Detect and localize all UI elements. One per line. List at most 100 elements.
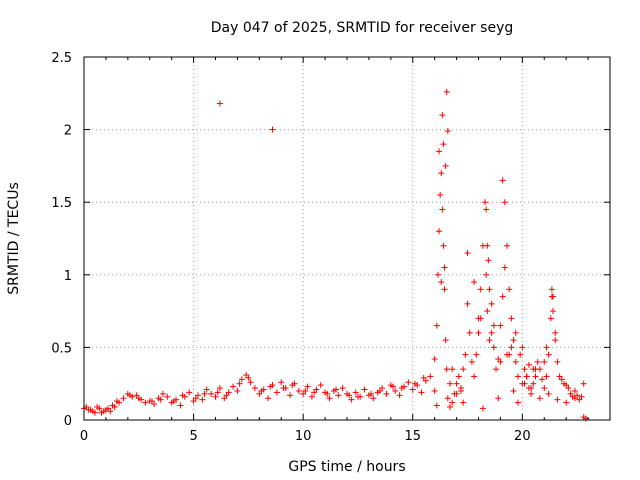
data-point bbox=[273, 389, 280, 396]
data-point bbox=[552, 337, 559, 344]
data-point bbox=[109, 402, 116, 409]
data-point bbox=[501, 264, 508, 271]
data-point bbox=[258, 387, 265, 394]
data-point bbox=[289, 382, 296, 389]
data-point bbox=[105, 405, 112, 412]
data-point bbox=[216, 100, 223, 107]
data-point bbox=[528, 385, 535, 392]
x-tick-label: 10 bbox=[295, 429, 312, 444]
data-point bbox=[466, 329, 473, 336]
data-point bbox=[548, 286, 555, 293]
data-point bbox=[434, 271, 441, 278]
data-point bbox=[392, 387, 399, 394]
y-tick-label: 1.5 bbox=[51, 196, 72, 211]
data-point bbox=[440, 242, 447, 249]
data-point bbox=[280, 385, 287, 392]
chart-title: Day 047 of 2025, SRMTID for receiver sey… bbox=[211, 20, 514, 36]
data-point bbox=[339, 385, 346, 392]
data-point bbox=[486, 337, 493, 344]
data-point bbox=[265, 395, 272, 402]
data-point bbox=[486, 286, 493, 293]
data-point bbox=[179, 392, 186, 399]
data-point bbox=[574, 392, 581, 399]
data-point bbox=[495, 395, 502, 402]
data-point bbox=[214, 389, 221, 396]
data-point bbox=[514, 399, 521, 406]
data-point bbox=[483, 206, 490, 213]
data-point bbox=[444, 395, 451, 402]
data-point bbox=[157, 396, 164, 403]
y-tick-label: 1 bbox=[64, 269, 72, 284]
data-point bbox=[437, 191, 444, 198]
data-point bbox=[532, 366, 539, 373]
data-point bbox=[370, 395, 377, 402]
data-point bbox=[420, 374, 427, 381]
y-axis-title: SRMTID / TECUs bbox=[6, 182, 22, 295]
data-point bbox=[547, 315, 554, 322]
data-point bbox=[308, 393, 315, 400]
data-point bbox=[477, 315, 484, 322]
data-point bbox=[475, 329, 482, 336]
data-point bbox=[91, 409, 98, 416]
data-point bbox=[460, 399, 467, 406]
data-point bbox=[447, 380, 454, 387]
data-point bbox=[433, 402, 440, 409]
data-point bbox=[411, 380, 418, 387]
data-point bbox=[525, 361, 532, 368]
data-point bbox=[521, 380, 528, 387]
data-point bbox=[236, 380, 243, 387]
data-point bbox=[497, 358, 504, 365]
data-point bbox=[506, 286, 513, 293]
data-point bbox=[455, 373, 462, 380]
data-point bbox=[142, 399, 149, 406]
data-point bbox=[440, 141, 447, 148]
data-point bbox=[438, 170, 445, 177]
data-point bbox=[251, 385, 258, 392]
data-point bbox=[464, 300, 471, 307]
data-point bbox=[488, 300, 495, 307]
data-point bbox=[287, 392, 294, 399]
data-point bbox=[352, 389, 359, 396]
data-point bbox=[471, 373, 478, 380]
data-point bbox=[442, 337, 449, 344]
data-point bbox=[484, 242, 491, 249]
data-point bbox=[135, 395, 142, 402]
data-point bbox=[552, 329, 559, 336]
data-point bbox=[521, 366, 528, 373]
data-point bbox=[177, 402, 184, 409]
x-tick-label: 0 bbox=[80, 429, 88, 444]
x-tick-label: 15 bbox=[404, 429, 421, 444]
data-point bbox=[127, 392, 134, 399]
data-point bbox=[558, 376, 565, 383]
data-point bbox=[441, 264, 448, 271]
data-point bbox=[536, 395, 543, 402]
data-point bbox=[473, 351, 480, 358]
data-point bbox=[449, 399, 456, 406]
data-point bbox=[208, 390, 215, 397]
data-point bbox=[443, 88, 450, 95]
data-point bbox=[519, 344, 526, 351]
data-point bbox=[471, 279, 478, 286]
data-point bbox=[120, 395, 127, 402]
data-point bbox=[302, 387, 309, 394]
data-point bbox=[245, 374, 252, 381]
data-point bbox=[396, 392, 403, 399]
data-point bbox=[159, 390, 166, 397]
data-point bbox=[441, 286, 448, 293]
data-point bbox=[346, 392, 353, 399]
data-point bbox=[464, 250, 471, 257]
data-point bbox=[447, 403, 454, 410]
data-point bbox=[563, 399, 570, 406]
data-point bbox=[483, 271, 490, 278]
data-point bbox=[186, 389, 193, 396]
data-point bbox=[545, 390, 552, 397]
data-point bbox=[201, 390, 208, 397]
data-point bbox=[460, 366, 467, 373]
data-point bbox=[398, 385, 405, 392]
data-point bbox=[354, 393, 361, 400]
data-point bbox=[212, 393, 219, 400]
data-point bbox=[565, 385, 572, 392]
data-point bbox=[479, 405, 486, 412]
data-points bbox=[81, 88, 589, 422]
